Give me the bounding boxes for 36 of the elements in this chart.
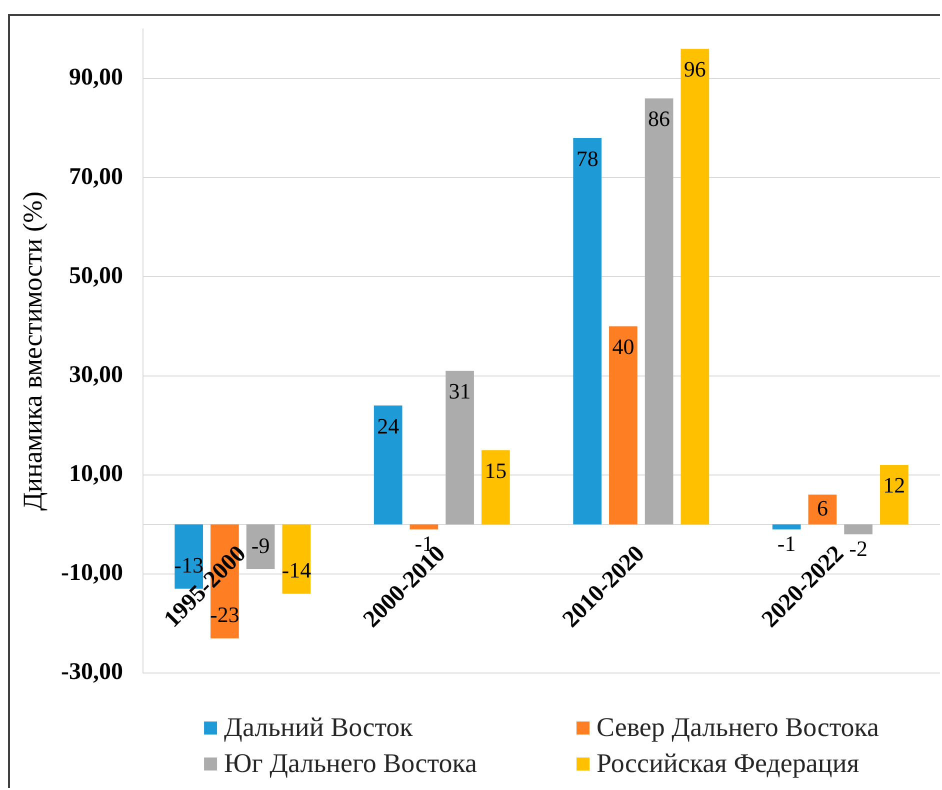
bar bbox=[680, 48, 710, 524]
legend-label: Российская Федерация bbox=[596, 748, 860, 778]
bar bbox=[609, 326, 638, 524]
data-label: 86 bbox=[648, 106, 670, 132]
y-tick-label: 30,00 bbox=[69, 362, 123, 388]
y-tick-label: 50,00 bbox=[69, 262, 123, 289]
data-label: 31 bbox=[448, 378, 471, 404]
y-tick-label: -30,00 bbox=[61, 659, 123, 686]
legend-label: Дальний Восток bbox=[224, 712, 414, 742]
y-axis-title: Динамика вместимости (%) bbox=[17, 191, 48, 511]
bar bbox=[880, 464, 908, 524]
bar bbox=[844, 524, 872, 534]
legend-label: Север Дальнего Востока bbox=[596, 712, 879, 742]
bar bbox=[446, 370, 474, 524]
bar bbox=[772, 524, 801, 530]
bar bbox=[573, 138, 602, 524]
data-label: 24 bbox=[377, 413, 400, 438]
data-label: 12 bbox=[883, 472, 906, 498]
data-label: -9 bbox=[251, 532, 270, 558]
data-label: 40 bbox=[612, 334, 634, 360]
bar bbox=[808, 494, 837, 524]
data-label: 15 bbox=[484, 458, 507, 483]
data-label: 96 bbox=[684, 56, 706, 82]
y-tick-label: -10,00 bbox=[61, 560, 123, 586]
y-tick-label: 90,00 bbox=[69, 64, 123, 91]
bar bbox=[644, 98, 674, 524]
data-label: 78 bbox=[576, 146, 598, 171]
bar bbox=[374, 405, 402, 524]
data-label: -2 bbox=[849, 536, 868, 562]
bar bbox=[246, 524, 275, 569]
bar bbox=[410, 524, 438, 530]
data-label: 6 bbox=[816, 495, 828, 520]
y-tick-label: 10,00 bbox=[69, 461, 123, 488]
legend-label: Юг Дальнего Востока bbox=[224, 748, 477, 778]
bar bbox=[482, 450, 510, 524]
y-tick-label: 70,00 bbox=[69, 164, 123, 190]
